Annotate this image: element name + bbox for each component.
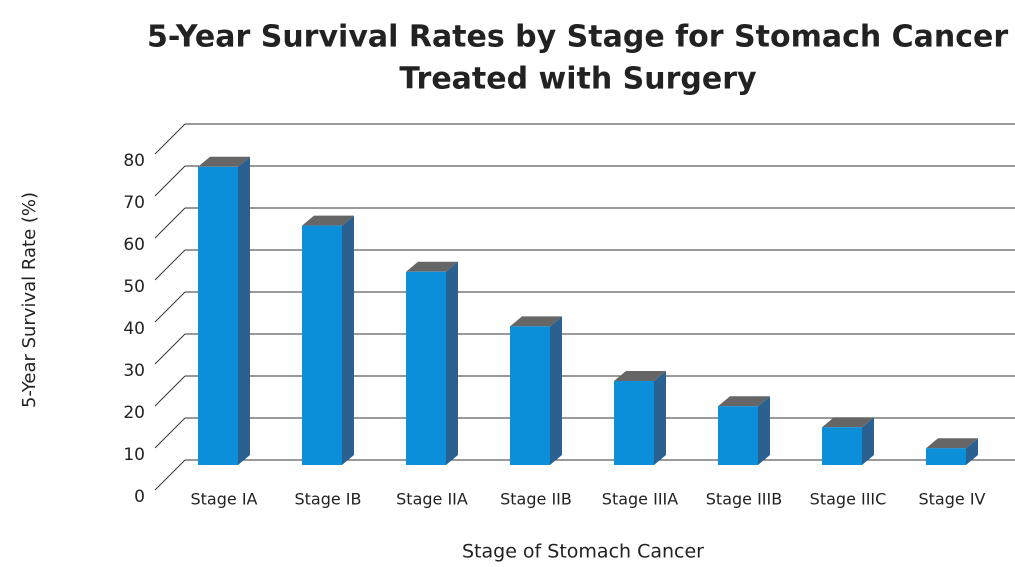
- y-tick-label: 40: [123, 319, 145, 339]
- bar-front: [822, 427, 862, 465]
- bar: [302, 215, 354, 465]
- grid-line: [154, 165, 186, 197]
- bar-front: [406, 271, 446, 465]
- grid-line: [154, 291, 186, 323]
- bar-side: [966, 438, 978, 465]
- x-axis-title: Stage of Stomach Cancer: [462, 541, 704, 563]
- y-axis-title: 5-Year Survival Rate (%): [19, 192, 40, 408]
- bar-side: [550, 316, 562, 465]
- bar: [822, 417, 874, 465]
- x-tick-label: Stage IB: [294, 490, 361, 509]
- y-tick-label: 30: [123, 361, 145, 381]
- x-tick-label: Stage IV: [919, 490, 986, 509]
- x-tick-label: Stage IIB: [500, 490, 572, 509]
- y-tick-label: 10: [123, 445, 145, 465]
- bar: [510, 316, 562, 465]
- bar: [614, 371, 666, 465]
- bar-top: [718, 396, 770, 407]
- bar-side: [654, 371, 666, 465]
- bar: [926, 438, 978, 465]
- grid-line: [154, 333, 186, 365]
- y-tick-label: 50: [123, 277, 145, 297]
- bar-top: [822, 417, 874, 428]
- y-tick-label: 60: [123, 235, 145, 255]
- bar-front: [302, 225, 342, 465]
- bar-front: [510, 326, 550, 465]
- y-tick-label: 80: [123, 151, 145, 171]
- chart-title: 5-Year Survival Rates by Stage for Stoma…: [147, 20, 1008, 55]
- x-tick-label: Stage IIIA: [602, 490, 678, 509]
- bar-top: [406, 261, 458, 272]
- y-tick-label: 70: [123, 193, 145, 213]
- grid-line: [154, 207, 186, 239]
- x-tick-label: Stage IIA: [396, 490, 468, 509]
- bar-side: [758, 396, 770, 465]
- bar: [406, 261, 458, 465]
- x-tick-label: Stage IIIB: [706, 490, 782, 509]
- bar-side: [342, 215, 354, 465]
- x-tick-label: Stage IA: [191, 490, 258, 509]
- bar: [718, 396, 770, 465]
- bar-front: [926, 448, 966, 465]
- x-tick-label: Stage IIIC: [810, 490, 887, 509]
- bar-top: [198, 156, 250, 167]
- bar-top: [926, 438, 978, 449]
- bar-front: [198, 166, 238, 466]
- bar-front: [614, 381, 654, 465]
- chart-title: Treated with Surgery: [399, 62, 757, 97]
- bar-side: [446, 261, 458, 465]
- bar-side: [238, 156, 250, 466]
- bar: [198, 156, 250, 466]
- bar-front: [718, 406, 758, 465]
- grid-line: [154, 459, 186, 491]
- y-tick-label: 20: [123, 403, 145, 423]
- bar-side: [862, 417, 874, 465]
- bar-top: [510, 316, 562, 327]
- grid-line: [154, 123, 186, 155]
- bar-top: [302, 215, 354, 226]
- grid-line: [154, 417, 186, 449]
- y-tick-label: 0: [134, 487, 145, 507]
- bar-top: [614, 371, 666, 381]
- grid-line: [154, 249, 186, 281]
- grid-line: [154, 375, 186, 407]
